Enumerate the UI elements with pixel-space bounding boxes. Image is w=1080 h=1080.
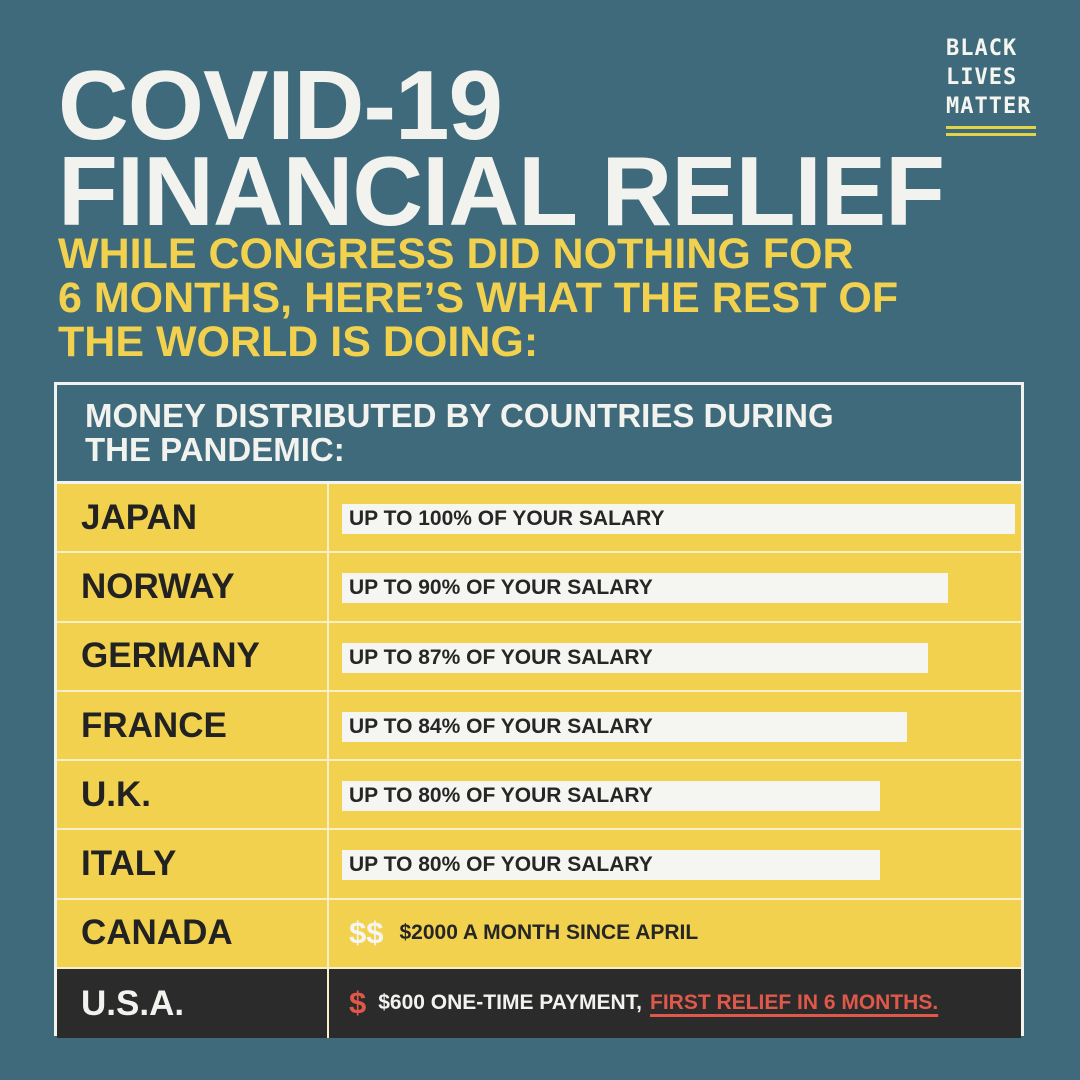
logo-line-2: LIVES — [946, 65, 1018, 90]
logo-line-1: BLACK — [946, 36, 1018, 61]
payment-text: $600 ONE-TIME PAYMENT, — [378, 990, 642, 1014]
bar-data-label: UP TO 100% OF YOUR SALARY — [349, 507, 665, 530]
logo-underline-1 — [946, 126, 1036, 129]
value-cell: UP TO 80% OF YOUR SALARY — [329, 761, 1021, 828]
main-title: COVID-19 FINANCIAL RELIEF — [58, 50, 945, 246]
country-label: FRANCE — [57, 691, 329, 760]
payment-note: $$ $2000 A MONTH SINCE APRIL — [349, 900, 698, 967]
value-cell: UP TO 87% OF YOUR SALARY — [329, 623, 1021, 690]
value-cell: UP TO 90% OF YOUR SALARY — [329, 553, 1021, 620]
subtitle: WHILE CONGRESS DID NOTHING FOR 6 MONTHS,… — [58, 232, 1038, 364]
country-label: U.S.A. — [57, 969, 329, 1039]
chart-row-usa: U.S.A. $ $600 ONE-TIME PAYMENT, FIRST RELIE… — [57, 969, 1021, 1039]
value-cell: $ $600 ONE-TIME PAYMENT, FIRST RELIEF IN 6… — [329, 969, 1021, 1038]
salary-bar — [342, 642, 928, 673]
subtitle-line-3: THE WORLD IS DOING: — [58, 318, 539, 366]
title-line-2: FINANCIAL RELIEF — [58, 136, 945, 246]
subtitle-line-1: WHILE CONGRESS DID NOTHING FOR — [58, 230, 854, 278]
country-label: U.K. — [57, 761, 329, 829]
payment-note: $ $600 ONE-TIME PAYMENT, FIRST RELIEF IN 6… — [349, 969, 938, 1036]
chart-title: MONEY DISTRIBUTED BY COUNTRIES DURING TH… — [57, 385, 1021, 484]
bar-data-label: UP TO 84% OF YOUR SALARY — [349, 714, 653, 738]
bar-data-label: UP TO 80% OF YOUR SALARY — [349, 784, 653, 808]
dollar-icon: $ — [349, 984, 367, 1020]
country-label: JAPAN — [57, 484, 329, 552]
blm-logo: BLACK LIVES MATTER — [946, 34, 1042, 136]
chart-rows: JAPAN UP TO 100% OF YOUR SALARY NORWAY UP T… — [57, 484, 1021, 1039]
bar-data-label: UP TO 90% OF YOUR SALARY — [349, 576, 653, 600]
dollar-icon: $$ — [349, 915, 384, 951]
chart-row: NORWAY UP TO 90% OF YOUR SALARY — [57, 553, 1021, 623]
salary-bar — [342, 711, 908, 742]
salary-bar — [342, 504, 1015, 534]
subtitle-line-2: 6 MONTHS, HERE’S WHAT THE REST OF — [58, 274, 899, 322]
country-label: GERMANY — [57, 622, 329, 690]
value-cell: UP TO 100% OF YOUR SALARY — [329, 484, 1021, 551]
salary-bar — [342, 573, 948, 604]
payment-emphasis: FIRST RELIEF IN 6 MONTHS. — [650, 990, 939, 1014]
chart-panel: MONEY DISTRIBUTED BY COUNTRIES DURING TH… — [54, 382, 1024, 1039]
country-label: CANADA — [57, 899, 329, 968]
title-line-1: COVID-19 — [58, 50, 503, 160]
bar-data-label: UP TO 87% OF YOUR SALARY — [349, 645, 653, 669]
chart-row: JAPAN UP TO 100% OF YOUR SALARY — [57, 484, 1021, 554]
salary-bar — [342, 781, 881, 812]
chart-row: FRANCE UP TO 84% OF YOUR SALARY — [57, 691, 1021, 762]
value-cell: $$ $2000 A MONTH SINCE APRIL — [329, 900, 1021, 967]
value-cell: UP TO 80% OF YOUR SALARY — [329, 830, 1021, 897]
chart-title-line-1: MONEY DISTRIBUTED BY COUNTRIES DURING — [85, 397, 834, 434]
chart-title-line-2: THE PANDEMIC: — [85, 431, 345, 468]
salary-bar — [342, 850, 881, 881]
country-label: ITALY — [57, 830, 329, 898]
chart-row-canada: CANADA $$ $2000 A MONTH SINCE APRIL — [57, 899, 1021, 970]
value-cell: UP TO 84% OF YOUR SALARY — [329, 692, 1021, 759]
chart-row: U.K. UP TO 80% OF YOUR SALARY — [57, 761, 1021, 831]
bar-data-label: UP TO 80% OF YOUR SALARY — [349, 853, 653, 877]
country-label: NORWAY — [57, 553, 329, 621]
logo-underline-2 — [946, 133, 1036, 136]
chart-row: ITALY UP TO 80% OF YOUR SALARY — [57, 830, 1021, 900]
payment-text: $2000 A MONTH SINCE APRIL — [399, 921, 699, 945]
chart-row: GERMANY UP TO 87% OF YOUR SALARY — [57, 622, 1021, 692]
logo-line-3: MATTER — [946, 94, 1032, 119]
